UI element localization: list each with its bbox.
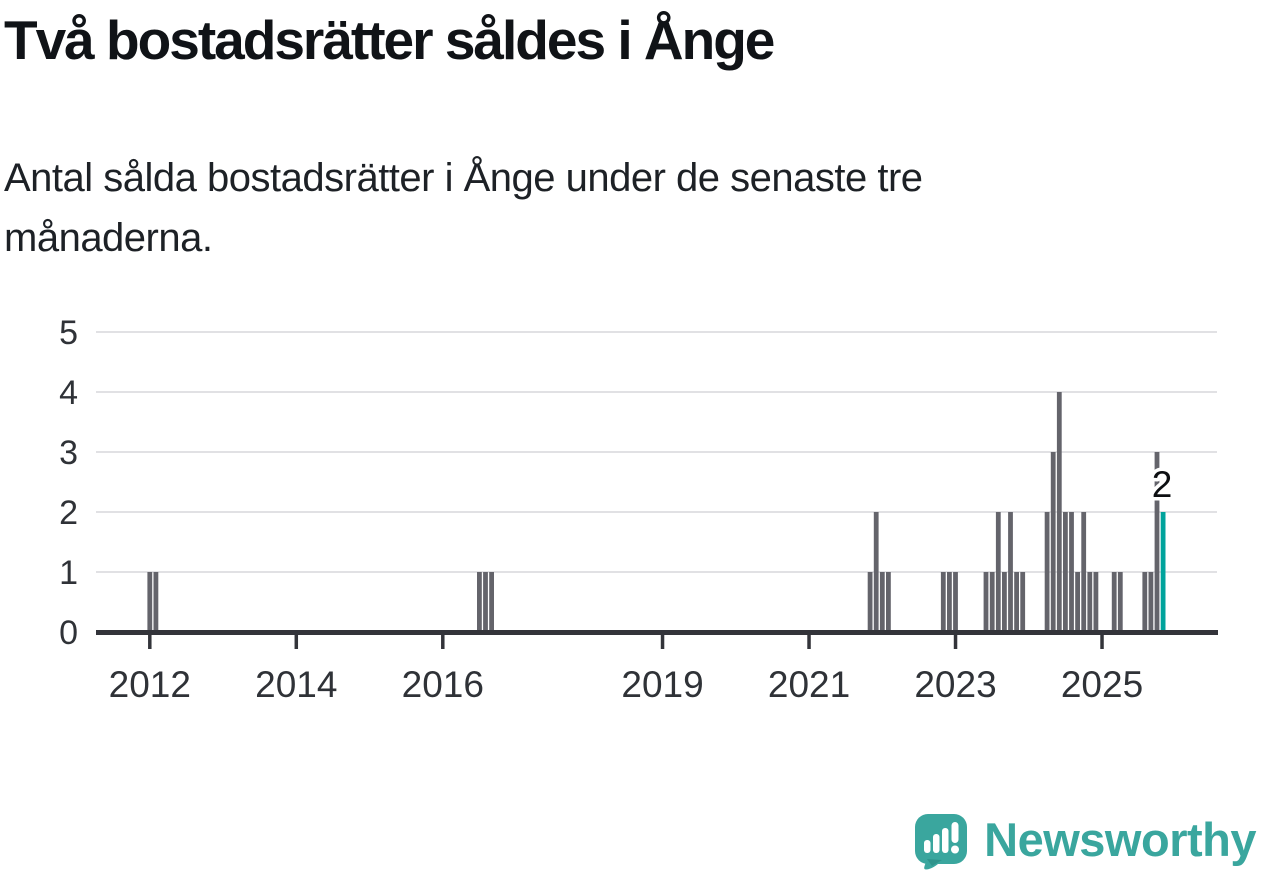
newsworthy-logo-text: Newsworthy <box>984 812 1256 866</box>
y-tick-label: 1 <box>59 554 78 592</box>
bar <box>947 572 952 634</box>
bar <box>1087 572 1093 634</box>
x-tick-label: 2021 <box>768 664 850 705</box>
bar <box>1142 572 1148 634</box>
bar <box>147 572 153 634</box>
bar <box>1063 512 1068 634</box>
x-tick-label: 2023 <box>914 664 996 705</box>
chart-title: Två bostadsrätter såldes i Ånge <box>4 9 775 71</box>
bar <box>867 572 873 634</box>
bar <box>1111 572 1117 634</box>
x-tick-label: 2019 <box>621 664 703 705</box>
highlighted-bar <box>1160 512 1166 634</box>
bar <box>953 572 958 634</box>
y-tick-label: 4 <box>59 374 78 412</box>
bar <box>1117 572 1123 634</box>
bar <box>1020 572 1026 634</box>
bar <box>1044 512 1050 634</box>
x-tick-label: 2012 <box>109 664 191 705</box>
chart-subtitle: Antal sålda bostadsrätter i Ånge under d… <box>4 148 923 268</box>
bar <box>1154 452 1160 634</box>
y-tick-label: 2 <box>59 494 78 532</box>
bar <box>1056 392 1062 634</box>
chart-subtitle-line-1: Antal sålda bostadsrätter i Ånge under d… <box>4 156 923 200</box>
bar <box>879 572 885 634</box>
bar <box>483 572 488 634</box>
x-tick-label: 2016 <box>402 664 484 705</box>
x-tick-label: 2025 <box>1061 664 1143 705</box>
newsworthy-logo-icon <box>915 814 968 870</box>
bar <box>153 572 159 634</box>
bar <box>1050 452 1056 634</box>
bar <box>489 572 494 634</box>
bar <box>1014 572 1019 634</box>
bar <box>983 572 989 634</box>
chart-subtitle-line-2: månaderna. <box>4 216 213 260</box>
gridlines <box>96 331 1217 573</box>
bar <box>477 572 482 634</box>
y-tick-label: 0 <box>59 614 78 652</box>
bars <box>147 392 1166 634</box>
bar <box>995 512 1001 634</box>
bar <box>1075 572 1080 634</box>
bar <box>1081 512 1087 634</box>
bar <box>873 512 879 634</box>
bar <box>1093 572 1099 634</box>
bar <box>940 572 946 634</box>
bar <box>1069 512 1074 634</box>
bar <box>1008 512 1013 634</box>
bar <box>1002 572 1007 634</box>
x-axis <box>96 630 1218 649</box>
highlight-value-label: 2 <box>1152 464 1173 505</box>
bar <box>1148 572 1154 634</box>
y-tick-label: 5 <box>59 314 78 352</box>
y-axis-labels: 0 1 2 3 4 5 <box>59 314 78 652</box>
bar <box>886 572 891 634</box>
logo-bubble-shade <box>927 859 943 866</box>
x-axis-labels: 2012 2014 2016 2019 2021 2023 2025 <box>109 664 1144 705</box>
bar <box>989 572 995 634</box>
x-tick-label: 2014 <box>255 664 337 705</box>
y-tick-label: 3 <box>59 434 78 472</box>
bar-chart: 0 1 2 3 4 5 2012 2014 2016 2019 2021 2023 2025 2 <box>0 295 1262 720</box>
branding: Newsworthy <box>912 811 1256 873</box>
